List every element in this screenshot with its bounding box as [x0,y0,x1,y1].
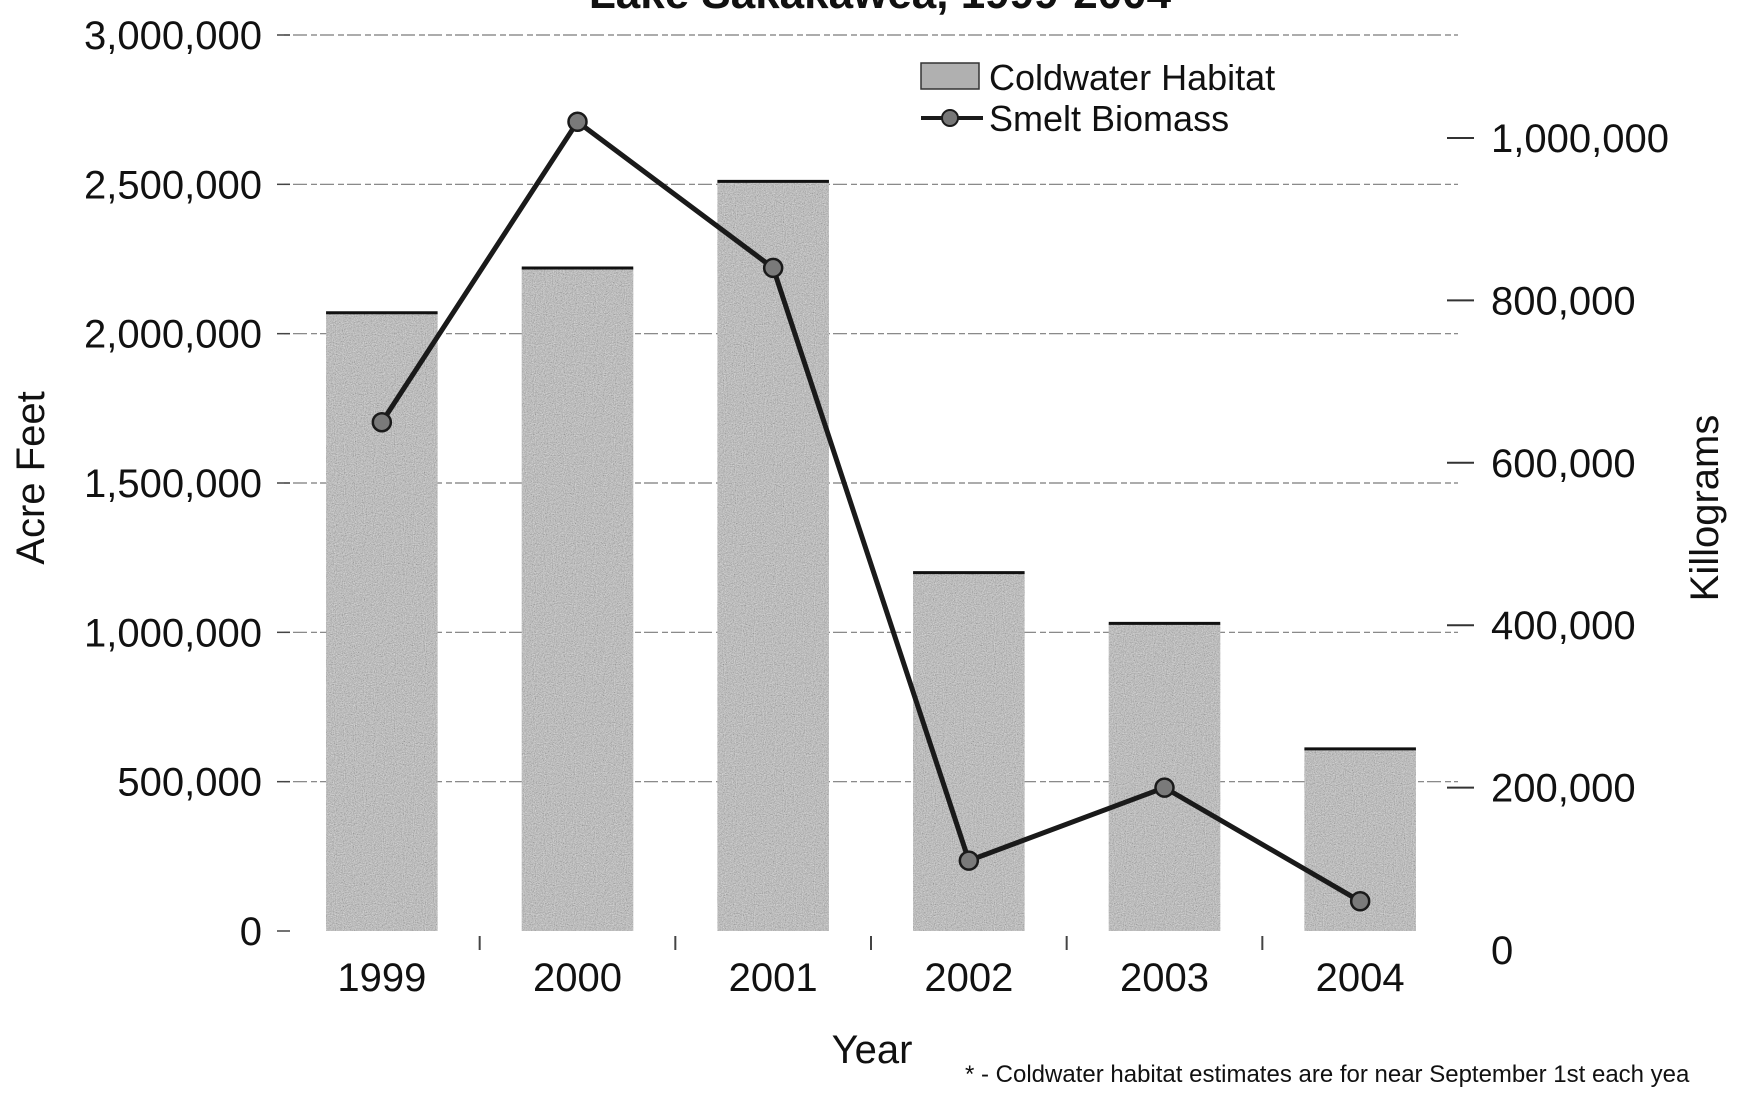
bar [521,266,634,932]
x-tick-label: 1999 [337,956,426,1000]
y-tick-label: 500,000 [117,761,262,805]
bars [326,179,1416,932]
point [958,850,980,871]
y-tick-label: 0 [240,910,262,954]
point [371,411,393,433]
y-tick-label: 1,500,000 [84,462,262,506]
legend-label-smelt-biomass: Smelt Biomass [989,98,1229,139]
legend-swatch-coldwater-habitat [920,62,980,90]
x-tick-label: 2004 [1316,956,1405,1000]
bar [913,571,1025,931]
gridlines [284,34,1458,783]
chart-title: Lake Sakakawea, 1999-2004 [589,0,1172,18]
point [1349,891,1371,912]
y2-tick-label: 800,000 [1491,279,1636,323]
legend-marker-smelt-biomass [941,109,959,127]
x-tick-label: 2000 [533,956,622,1000]
y-tick-label: 2,000,000 [84,313,262,357]
y2-tick-label: 0 [1491,929,1513,973]
y-tick-label: 1,000,000 [84,611,262,655]
bar [717,179,829,931]
series-line-smelt-biomass [379,119,1362,904]
y2-tick-label: 200,000 [1491,767,1636,811]
x-axis: 1999 2000 2001 2002 2003 2004 [337,936,1405,1000]
left-axis: 0 500,000 1,000,000 1,500,000 2,000,000 2,500… [84,14,290,954]
point [762,257,784,279]
y2-tick-label: 1,000,000 [1491,117,1669,161]
y2-axis-title: Killograms [1683,415,1727,602]
point [567,111,588,133]
y2-tick-label: 600,000 [1491,442,1636,486]
x-tick-label: 2002 [924,956,1013,1000]
bar [1108,621,1221,931]
x-tick-label: 2003 [1120,956,1209,1000]
y-tick-label: 2,500,000 [84,163,262,207]
x-tick-label: 2001 [729,956,818,1000]
footnote: * - Coldwater habitat estimates are for … [965,1061,1690,1088]
y2-tick-label: 400,000 [1491,604,1636,648]
y-axis-title: Acre Feet [9,391,53,564]
y-tick-label: 3,000,000 [84,14,262,58]
right-axis: 0 200,000 400,000 600,000 800,000 1,000,000 [1447,117,1669,973]
legend: Coldwater Habitat Smelt Biomass [920,57,1275,139]
point [1154,777,1175,798]
legend-label-coldwater-habitat: Coldwater Habitat [989,57,1275,98]
bar [326,311,438,931]
line-series [371,111,1371,912]
x-axis-title: Year [832,1028,913,1072]
